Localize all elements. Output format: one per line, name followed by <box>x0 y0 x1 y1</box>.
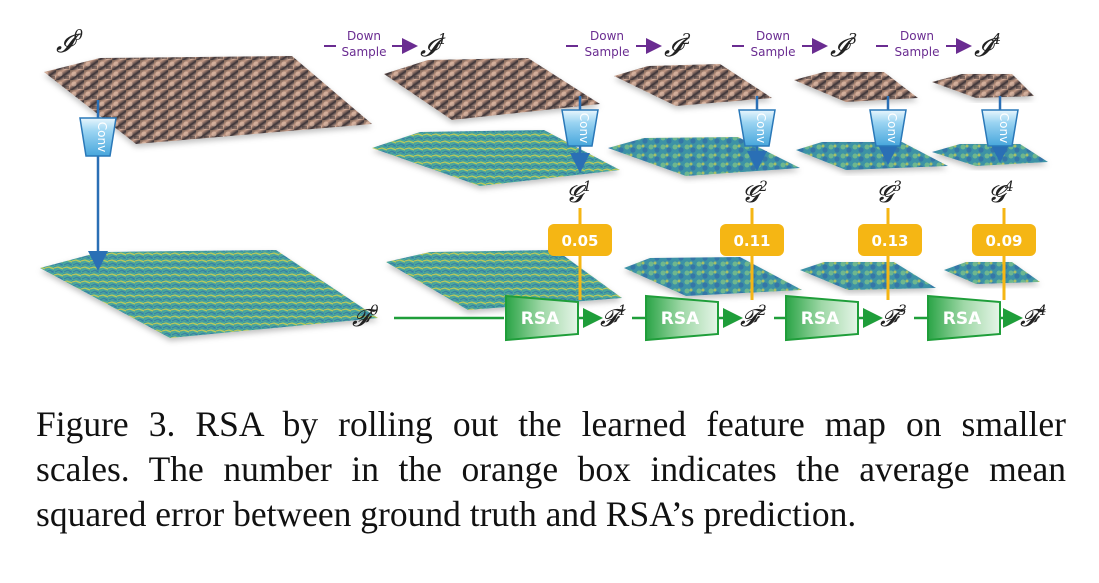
svg-text:RSA: RSA <box>801 309 840 329</box>
label-G1: 𝓖1 <box>566 179 592 208</box>
label-I3: 𝓘3 <box>830 30 857 63</box>
conv-block-0: Conv <box>79 117 117 157</box>
feature-map-F3 <box>800 262 936 290</box>
error-box-3: 0.13 <box>858 224 922 256</box>
label-F3: 𝓕3 <box>880 303 907 332</box>
feature-map-F1 <box>386 250 622 310</box>
downsample-label-4-bottom: Sample <box>895 45 940 59</box>
rsa-block-2: RSA <box>645 294 719 342</box>
downsample-label-2-top: Down <box>590 29 624 43</box>
svg-text:Conv: Conv <box>997 113 1011 143</box>
rsa-block-3: RSA <box>785 294 859 342</box>
downsample-label-4-top: Down <box>900 29 934 43</box>
downsample-labels: Down Sample Down Sample Down Sample Down… <box>342 29 940 59</box>
svg-text:Conv: Conv <box>577 113 591 143</box>
svg-text:RSA: RSA <box>521 309 560 329</box>
rsa-block-4: RSA <box>927 294 1001 342</box>
input-image-I0 <box>44 56 372 144</box>
svg-text:0.05: 0.05 <box>561 232 598 250</box>
svg-text:0.11: 0.11 <box>733 232 770 250</box>
svg-text:RSA: RSA <box>943 309 982 329</box>
error-box-4: 0.09 <box>972 224 1036 256</box>
caption-line-2: scales. The number in the orange box ind… <box>36 449 1066 489</box>
input-image-I3 <box>794 72 918 102</box>
downsample-label-3-bottom: Sample <box>751 45 796 59</box>
feature-map-G3 <box>796 142 948 170</box>
input-image-I4 <box>932 74 1034 98</box>
error-box-2: 0.11 <box>720 224 784 256</box>
conv-block-1: Conv <box>561 109 599 147</box>
svg-text:0.13: 0.13 <box>871 232 908 250</box>
conv-block-4: Conv <box>981 109 1019 147</box>
conv-block-3: Conv <box>869 109 907 147</box>
label-G2: 𝓖2 <box>742 179 768 208</box>
rsa-diagram: Down Sample Down Sample Down Sample Down… <box>40 26 1048 342</box>
error-box-1: 0.05 <box>548 224 612 256</box>
rsa-block-1: RSA <box>505 294 579 342</box>
svg-text:Conv: Conv <box>885 113 899 143</box>
label-G4: 𝓖4 <box>988 179 1014 208</box>
downsample-label-1-top: Down <box>347 29 381 43</box>
input-image-I1 <box>384 58 600 120</box>
input-image-I2 <box>614 64 772 106</box>
label-I4: 𝓘4 <box>974 30 1001 63</box>
feature-map-G2 <box>608 137 800 176</box>
feature-map-F0 <box>40 250 378 338</box>
label-F2: 𝓕2 <box>740 303 767 332</box>
svg-text:0.09: 0.09 <box>985 232 1022 250</box>
downsample-label-3-top: Down <box>756 29 790 43</box>
label-F4: 𝓕4 <box>1020 303 1047 332</box>
svg-text:Conv: Conv <box>754 113 768 143</box>
downsample-label-2-bottom: Sample <box>585 45 630 59</box>
svg-text:Conv: Conv <box>95 122 109 152</box>
svg-text:RSA: RSA <box>661 309 700 329</box>
label-F0: 𝓕0 <box>352 303 379 332</box>
conv-block-2: Conv <box>738 109 776 147</box>
downsample-label-1-bottom: Sample <box>342 45 387 59</box>
feature-map-G4 <box>932 144 1048 166</box>
label-F1: 𝓕1 <box>600 303 627 332</box>
caption-line-3: squared error between ground truth and R… <box>36 494 857 534</box>
caption-line-1: Figure 3. RSA by rolling out the learned… <box>36 404 1066 444</box>
label-G3: 𝓖3 <box>876 179 902 208</box>
figure-caption: Figure 3. RSA by rolling out the learned… <box>36 402 1066 537</box>
g-labels: 𝓖1 𝓖2 𝓖3 𝓖4 <box>566 179 1014 208</box>
feature-map-F2 <box>624 257 802 296</box>
label-I2: 𝓘2 <box>664 30 691 63</box>
feature-map-F4 <box>944 262 1040 284</box>
label-I0: 𝓘0 <box>56 26 84 59</box>
label-I1: 𝓘1 <box>420 30 447 63</box>
feature-map-G1 <box>372 130 620 186</box>
